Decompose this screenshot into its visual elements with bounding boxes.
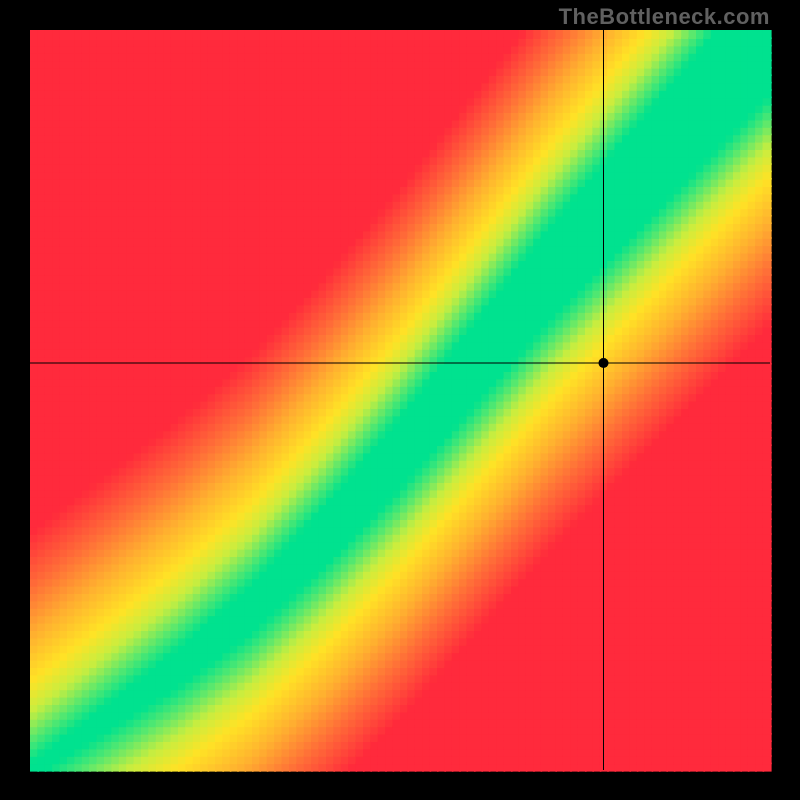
watermark-text: TheBottleneck.com — [559, 4, 770, 30]
heatmap-plot — [0, 0, 800, 800]
